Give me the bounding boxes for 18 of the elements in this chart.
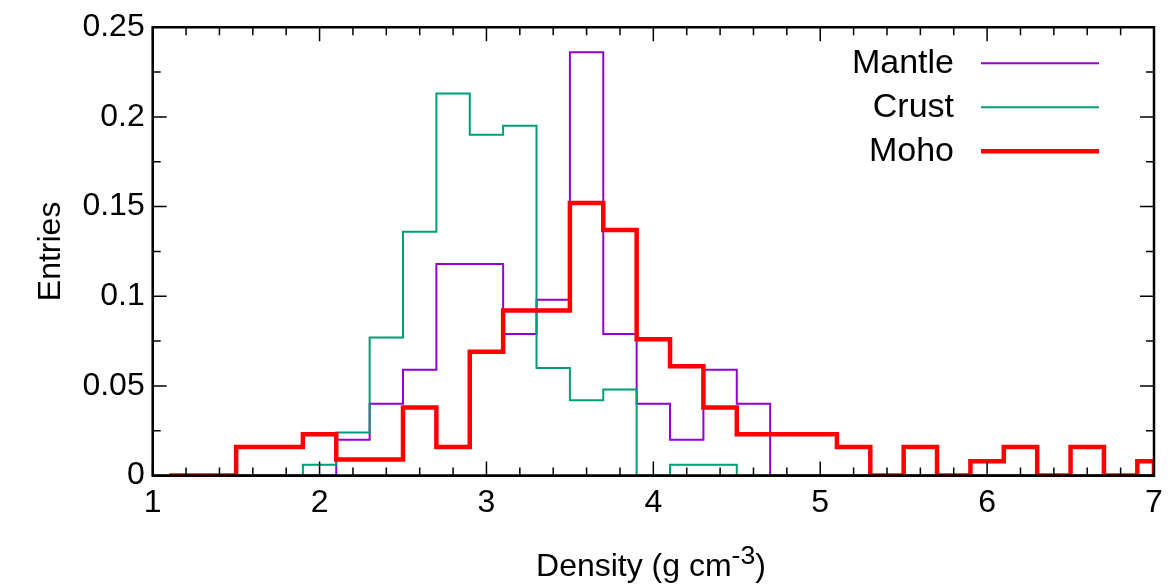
y-tick-label: 0.25 <box>82 7 145 44</box>
x-axis-title: Density (g cm$^{-3}$) <box>535 540 767 584</box>
y-tick-label: 0.1 <box>100 276 145 313</box>
x-tick-label: 5 <box>811 482 830 519</box>
y-axis-title: Entries <box>31 201 68 302</box>
x-tick-label: 3 <box>477 482 496 519</box>
x-tick-label: 4 <box>644 482 663 519</box>
x-tick-label: 1 <box>143 482 162 519</box>
legend-label: Crust <box>872 85 955 124</box>
x-tick-label: 7 <box>1145 482 1163 519</box>
x-tick-label: 6 <box>978 482 997 519</box>
legend-label: Moho <box>868 129 954 168</box>
x-tick-label: 2 <box>310 482 329 519</box>
y-tick-label: 0.2 <box>100 96 145 133</box>
y-tick-label: 0 <box>126 455 145 492</box>
y-tick-label: 0.15 <box>82 186 145 223</box>
legend-label: Mantle <box>851 41 954 80</box>
y-tick-label: 0.05 <box>82 365 145 402</box>
